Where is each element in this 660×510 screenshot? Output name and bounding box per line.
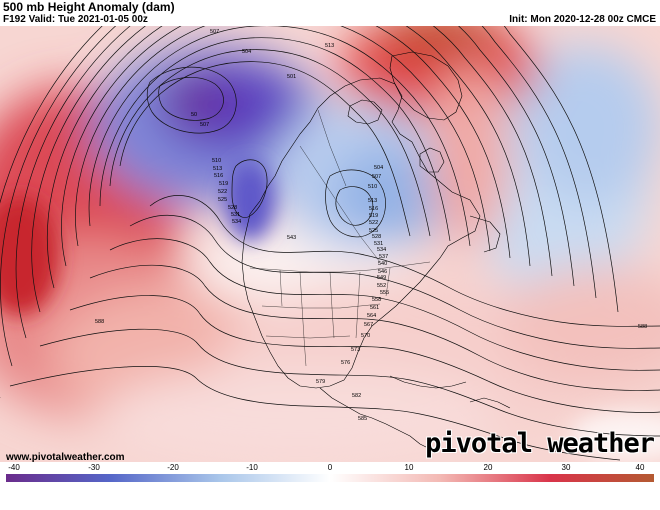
contour-label: 549 — [377, 275, 386, 281]
colorbar-tick: 20 — [483, 463, 493, 472]
contour-label: 510 — [212, 158, 221, 164]
contour-label: 528 — [228, 205, 237, 211]
colorbar-tick: -40 — [8, 463, 20, 472]
contour-label: 531 — [374, 241, 383, 247]
contour-label: 510 — [368, 184, 377, 190]
contour-label: 507 — [200, 122, 209, 128]
contour-label: 531 — [231, 212, 240, 218]
political-borders — [249, 109, 431, 367]
contour-label: 519 — [219, 181, 228, 187]
colorbar-tick: 40 — [635, 463, 645, 472]
contour-label: 525 — [369, 228, 378, 234]
contour-label: 513 — [368, 198, 377, 204]
contour-label: 519 — [369, 213, 378, 219]
source-url: www.pivotalweather.com — [6, 452, 125, 463]
colorbar-tick: -30 — [88, 463, 100, 472]
contour-label: 570 — [361, 333, 370, 339]
contour-label: 552 — [377, 283, 386, 289]
contour-label: 522 — [218, 189, 227, 195]
height-contours — [0, 26, 660, 461]
contour-label: 534 — [232, 219, 241, 225]
valid-time: F192 Valid: Tue 2021-01-05 00z — [3, 14, 148, 25]
contour-label: 516 — [369, 206, 378, 212]
contour-label: 588 — [95, 319, 104, 325]
anomaly-detail — [0, 161, 660, 461]
contour-label: 555 — [380, 290, 389, 296]
map-header: 500 mb Height Anomaly (dam) F192 Valid: … — [0, 0, 660, 26]
contour-label: 540 — [378, 261, 387, 267]
contour-label: 585 — [358, 416, 367, 422]
anomaly-map-svg: 507 504 513 501 50 507 510 513 516 519 5… — [0, 26, 660, 462]
colorbar-tick: -10 — [246, 463, 258, 472]
anomaly-map: 507 504 513 501 50 507 510 513 516 519 5… — [0, 26, 660, 462]
contour-label: 507 — [372, 174, 381, 180]
contour-label: 534 — [377, 247, 386, 253]
contour-label: 504 — [242, 49, 251, 55]
contour-labels: 507 504 513 501 50 507 510 513 516 519 5… — [95, 29, 647, 422]
contour-label: 546 — [378, 269, 387, 275]
contour-label: 579 — [316, 379, 325, 385]
contour-label: 501 — [287, 74, 296, 80]
contour-label: 573 — [351, 347, 360, 353]
contour-label: 528 — [372, 234, 381, 240]
contour-label: 558 — [372, 297, 381, 303]
contour-label: 516 — [214, 173, 223, 179]
contour-label: 537 — [379, 254, 388, 260]
contour-label: 588 — [638, 324, 647, 330]
contour-label: 543 — [287, 235, 296, 241]
contour-label: 582 — [352, 393, 361, 399]
colorbar: -40 -30 -20 -10 0 10 20 30 40 — [0, 462, 660, 510]
contour-label: 507 — [210, 29, 219, 35]
contour-label: 50 — [191, 112, 197, 118]
contour-label: 504 — [374, 165, 383, 171]
colorbar-tick: 0 — [327, 463, 333, 472]
contour-label: 513 — [325, 43, 334, 49]
init-time: Init: Mon 2020-12-28 00z CMCE — [509, 14, 656, 25]
contour-label: 561 — [370, 305, 379, 311]
contour-label: 513 — [213, 166, 222, 172]
contour-label: 576 — [341, 360, 350, 366]
contour-label: 564 — [367, 313, 376, 319]
brand-logo: pivotal weather — [425, 428, 655, 459]
colorbar-strip — [6, 474, 654, 482]
colorbar-tick: 30 — [561, 463, 571, 472]
map-title: 500 mb Height Anomaly (dam) — [3, 0, 175, 14]
contour-label: 522 — [369, 220, 378, 226]
colorbar-tick: -20 — [167, 463, 179, 472]
colorbar-tick: 10 — [404, 463, 414, 472]
contour-label: 567 — [364, 322, 373, 328]
contour-label: 525 — [218, 197, 227, 203]
